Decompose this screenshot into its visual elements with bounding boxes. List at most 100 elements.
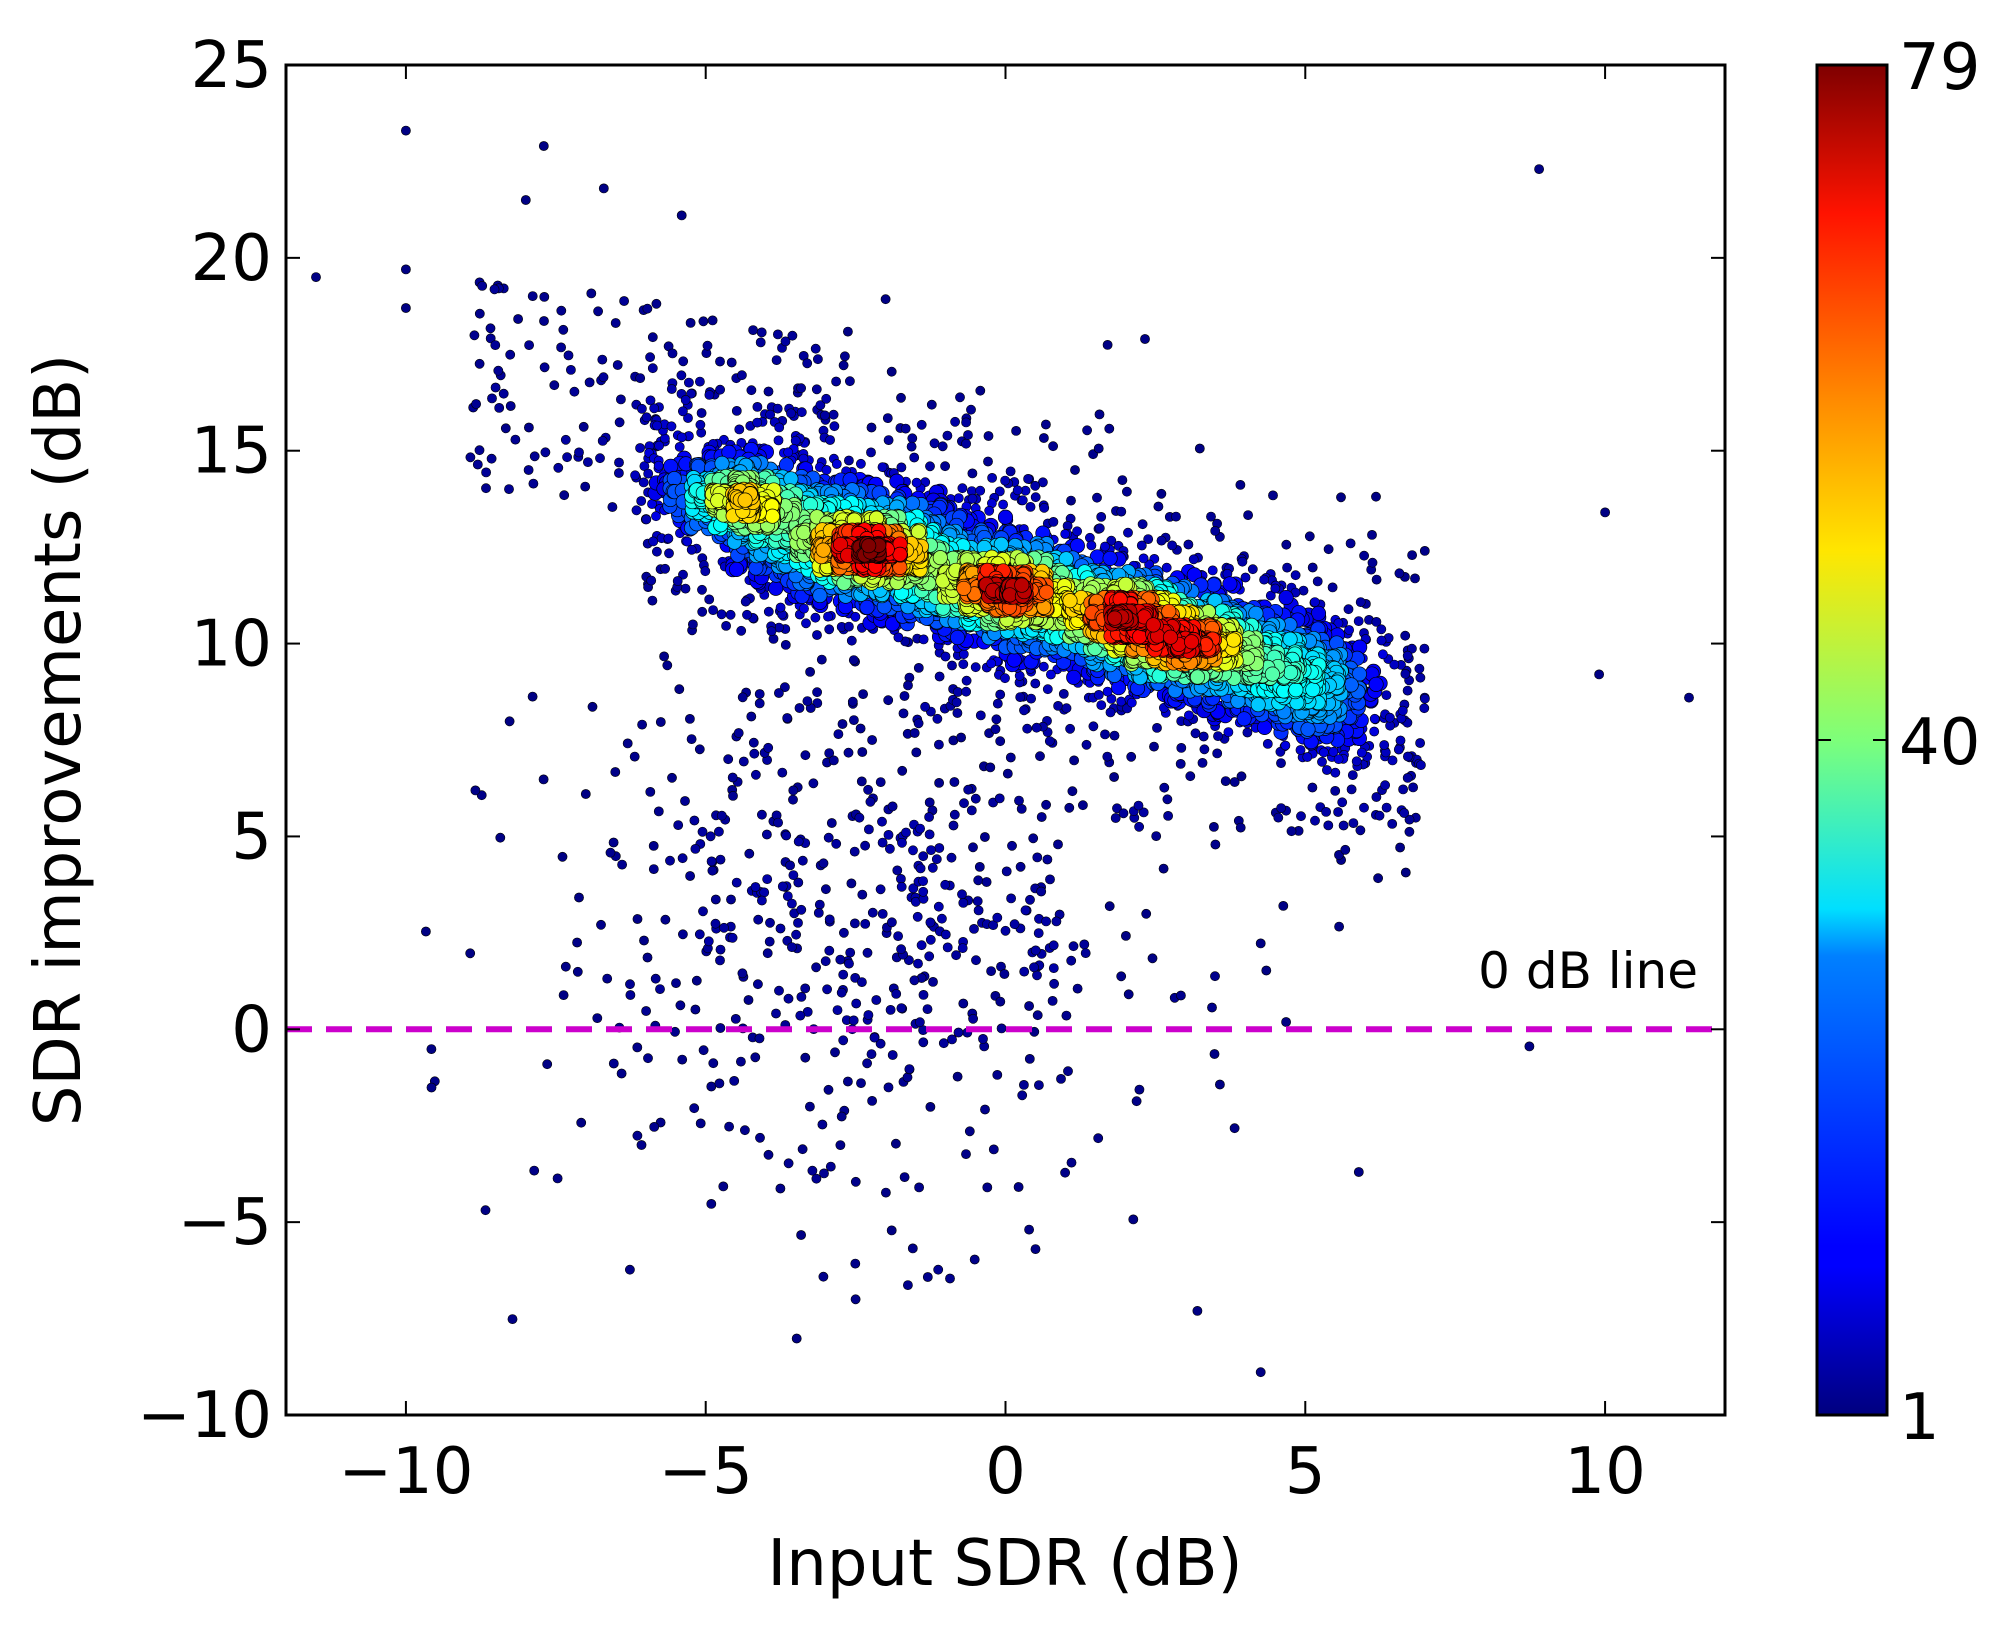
data-point: [1359, 550, 1369, 561]
data-point: [485, 333, 496, 344]
data-point: [823, 1084, 834, 1095]
data-point: [1387, 755, 1398, 766]
data-point: [1046, 669, 1056, 680]
data-point: [629, 751, 640, 762]
data-point: [704, 389, 715, 400]
data-point: [616, 394, 626, 405]
data-point: [1282, 562, 1292, 573]
data-point: [1041, 799, 1051, 810]
data-point: [938, 1038, 949, 1049]
data-point: [871, 995, 882, 1005]
data-point: [527, 691, 538, 702]
data-point: [697, 826, 708, 837]
data-point: [678, 406, 688, 417]
data-point: [1048, 963, 1059, 973]
data-point: [915, 823, 925, 834]
data-point: [1042, 684, 1053, 695]
data-point: [671, 978, 681, 988]
data-point: [1397, 705, 1408, 716]
data-point: [867, 735, 877, 745]
data-point: [750, 1052, 761, 1063]
data-point: [1044, 736, 1055, 746]
data-point: [746, 711, 757, 722]
data-point: [539, 291, 550, 302]
data-point: [937, 441, 948, 452]
data-point: [538, 141, 549, 151]
data-point: [1296, 811, 1306, 822]
data-point: [1371, 491, 1381, 502]
data-point: [893, 931, 903, 941]
data-point: [942, 942, 953, 953]
data-point: [916, 940, 927, 951]
data-point: [999, 969, 1010, 979]
data-point: [470, 785, 481, 796]
data-point: [1415, 738, 1425, 748]
data-point: [813, 354, 823, 365]
data-point: [961, 438, 971, 449]
data-point: [896, 462, 907, 473]
data-point: [1280, 740, 1291, 751]
data-point: [683, 413, 693, 423]
data-point: [504, 716, 515, 727]
data-point: [510, 434, 521, 445]
data-point: [967, 468, 978, 479]
data-point: [924, 812, 934, 822]
data-point: [737, 370, 747, 381]
data-point: [823, 611, 833, 622]
data-point: [794, 703, 805, 713]
data-point: [1402, 773, 1413, 783]
data-point: [1078, 800, 1088, 811]
data-point: [1381, 690, 1392, 700]
data-point: [562, 452, 572, 463]
data-point: [883, 1082, 894, 1093]
data-point: [949, 629, 966, 646]
data-point: [1063, 1066, 1073, 1077]
data-point: [765, 917, 775, 928]
data-point: [945, 1273, 955, 1284]
data-point: [787, 330, 798, 341]
data-point: [763, 742, 774, 753]
data-point: [845, 947, 856, 958]
data-point: [966, 805, 977, 816]
data-point: [1014, 795, 1024, 806]
data-point: [1001, 866, 1012, 877]
data-point: [762, 829, 772, 840]
data-point: [673, 820, 684, 830]
data-point: [1338, 820, 1349, 831]
data-point: [934, 843, 945, 853]
data-point: [959, 798, 969, 809]
data-point: [566, 364, 576, 375]
data-point: [1102, 751, 1113, 762]
data-point: [1300, 721, 1316, 737]
data-point: [940, 879, 951, 890]
data-point: [1017, 1090, 1028, 1101]
data-point: [821, 884, 831, 895]
data-point: [698, 906, 708, 917]
data-point: [505, 401, 516, 411]
data-point: [667, 348, 678, 359]
data-point: [642, 952, 653, 963]
data-point: [846, 635, 857, 646]
data-point: [896, 1003, 907, 1013]
data-point: [678, 569, 688, 580]
data-point: [908, 883, 919, 894]
data-point: [1123, 527, 1133, 538]
data-point: [1118, 576, 1134, 592]
data-point: [780, 336, 791, 347]
data-point: [992, 698, 1003, 709]
data-point: [1282, 631, 1298, 647]
data-point: [955, 392, 965, 403]
data-point: [1188, 554, 1199, 565]
data-point: [641, 1006, 651, 1016]
data-point: [1524, 1041, 1535, 1052]
data-point: [825, 1161, 836, 1172]
data-point: [990, 724, 1001, 735]
data-point: [727, 772, 738, 783]
data-point: [1198, 731, 1209, 742]
data-point: [1023, 473, 1033, 484]
data-point: [1371, 792, 1382, 802]
data-point: [963, 430, 973, 440]
data-point: [1199, 744, 1210, 755]
data-point: [755, 337, 766, 348]
data-point: [682, 536, 693, 547]
